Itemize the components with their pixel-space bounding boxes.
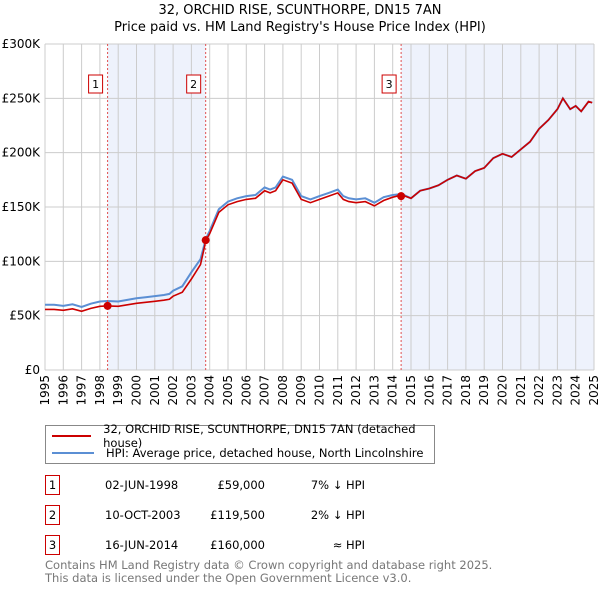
sale-label: 2 <box>190 78 197 91</box>
x-tick-label: 2003 <box>184 375 198 406</box>
x-tick-label: 1995 <box>38 375 52 406</box>
sale-date: 10-OCT-2003 <box>105 508 181 522</box>
x-tick-label: 2019 <box>477 375 491 406</box>
sale-label-box <box>88 74 104 94</box>
y-tick-label: £200K <box>2 146 42 160</box>
x-tick-label: 2006 <box>239 375 253 406</box>
x-tick-label: 2025 <box>587 375 600 406</box>
y-tick-label: £150K <box>2 200 42 214</box>
footer: Contains HM Land Registry data © Crown c… <box>45 559 492 585</box>
x-tick-label: 2023 <box>550 375 564 406</box>
legend-label-property: 32, ORCHID RISE, SCUNTHORPE, DN15 7AN (d… <box>103 422 416 450</box>
x-tick-label: 2015 <box>404 375 418 406</box>
legend: 32, ORCHID RISE, SCUNTHORPE, DN15 7AN (d… <box>45 422 435 464</box>
footer-line1: Contains HM Land Registry data © Crown c… <box>45 558 493 572</box>
x-tick-label: 2005 <box>221 375 235 406</box>
y-tick-label: £100K <box>2 254 42 268</box>
x-tick-label: 1996 <box>56 375 70 406</box>
y-tick-label: £50K <box>9 309 41 323</box>
chart-title: 32, ORCHID RISE, SCUNTHORPE, DN15 7AN <box>158 3 442 18</box>
sales-table-row: 2 10-OCT-2003 £119,500 2% ↓ HPI <box>45 505 445 525</box>
chart-subtitle: Price paid vs. HM Land Registry's House … <box>114 20 486 35</box>
sale-point <box>397 192 406 201</box>
x-tick-label: 2021 <box>514 375 528 406</box>
x-tick-label: 2004 <box>203 375 217 406</box>
sale-hpi-diff: 7% ↓ HPI <box>310 478 365 492</box>
x-tick-label: 2022 <box>532 375 546 406</box>
sale-price: £59,000 <box>217 478 265 492</box>
sale-price: £160,000 <box>210 538 265 552</box>
sale-number: 1 <box>45 475 60 495</box>
x-tick-label: 2009 <box>294 375 308 406</box>
sale-point <box>103 301 112 310</box>
sale-point <box>201 236 210 245</box>
x-tick-label: 2011 <box>331 375 345 406</box>
x-tick-label: 1999 <box>111 375 125 406</box>
x-tick-label: 2013 <box>367 375 381 406</box>
x-tick-label: 2024 <box>569 375 583 406</box>
sale-hpi-diff: ≈ HPI <box>332 538 365 552</box>
y-tick-label: £0 <box>25 363 40 377</box>
y-tick-label: £250K <box>2 91 42 105</box>
sale-number: 3 <box>45 535 60 555</box>
y-tick-label: £300K <box>2 37 42 51</box>
x-tick-label: 2010 <box>313 375 327 406</box>
x-tick-label: 2016 <box>422 375 436 406</box>
sales-table-row: 1 02-JUN-1998 £59,000 7% ↓ HPI <box>45 475 445 495</box>
legend-label-hpi: HPI: Average price, detached house, Nort… <box>106 446 424 460</box>
sales-table-row: 3 16-JUN-2014 £160,000 ≈ HPI <box>45 535 445 555</box>
sale-price: £119,500 <box>210 508 265 522</box>
sale-label: 3 <box>386 78 393 91</box>
sale-number: 2 <box>45 505 60 525</box>
x-tick-label: 2018 <box>459 375 473 406</box>
plot-area: 1995 1996 1997 1998 1999 2000 2001 2002 2003 2004… <box>2 37 600 406</box>
x-tick-label: 2002 <box>166 375 180 406</box>
sale-date: 02-JUN-1998 <box>105 478 179 492</box>
x-tick-label: 2001 <box>148 375 162 406</box>
legend-swatch-property <box>52 435 92 437</box>
sale-date: 16-JUN-2014 <box>105 538 179 552</box>
sale-label: 1 <box>92 78 99 91</box>
x-tick-label: 2012 <box>349 375 363 406</box>
x-tick-label: 2014 <box>386 375 400 406</box>
x-tick-label: 2020 <box>496 375 510 406</box>
x-tick-label: 1998 <box>93 375 107 406</box>
property-price-line <box>45 96 593 313</box>
sale-hpi-diff: 2% ↓ HPI <box>310 508 365 522</box>
sale-label-box <box>381 74 397 94</box>
x-tick-label: 1997 <box>75 375 89 406</box>
x-tick-label: 2007 <box>258 375 272 406</box>
x-tick-label: 2017 <box>441 375 455 406</box>
x-tick-label: 2000 <box>130 375 144 406</box>
sale-label-box <box>186 74 202 94</box>
x-tick-label: 2008 <box>276 375 290 406</box>
footer-line2: This data is licensed under the Open Gov… <box>45 571 412 585</box>
legend-swatch-hpi <box>52 452 94 454</box>
